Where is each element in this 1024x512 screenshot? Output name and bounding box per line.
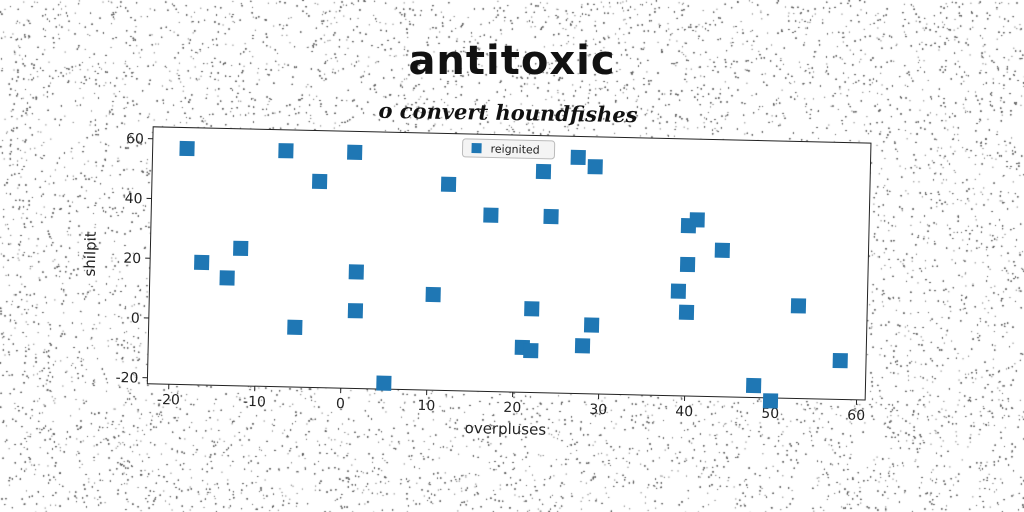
data-point (426, 287, 441, 302)
data-point (219, 270, 234, 285)
data-point (588, 159, 603, 174)
y-tick-label: 0 (131, 311, 140, 327)
data-point (543, 209, 558, 224)
data-point (575, 338, 590, 353)
data-point (681, 218, 696, 233)
data-point (233, 241, 248, 256)
data-point (571, 150, 586, 165)
data-point (679, 305, 694, 320)
legend-label: reignited (490, 142, 539, 156)
data-point (584, 317, 599, 332)
data-point (746, 378, 761, 393)
data-point (348, 303, 363, 318)
data-point (524, 301, 539, 316)
data-point (312, 174, 327, 189)
data-point (441, 177, 456, 192)
x-tick-label: -20 (157, 392, 180, 409)
x-tick-label: 10 (417, 398, 435, 414)
data-point (194, 255, 209, 270)
data-point (680, 257, 695, 272)
x-axis-label: overpluses (464, 419, 546, 439)
plot-area (147, 127, 871, 400)
data-point (347, 145, 362, 160)
data-point (287, 320, 302, 335)
data-point (349, 264, 364, 279)
data-point (715, 243, 730, 258)
y-tick-label: 60 (126, 131, 144, 147)
data-point (483, 208, 498, 223)
x-tick-label: 60 (847, 408, 865, 424)
y-axis: -20 0 20 40 60 (115, 131, 153, 387)
y-tick-label: 40 (125, 191, 143, 207)
data-point (833, 353, 848, 368)
data-point (278, 143, 293, 158)
legend-marker (471, 143, 481, 153)
y-tick-label: 20 (123, 251, 141, 267)
x-tick-label: 20 (503, 400, 521, 416)
data-point (523, 343, 538, 358)
data-point (763, 393, 778, 408)
x-tick-label: 0 (336, 396, 345, 412)
data-point (179, 141, 194, 156)
legend: reignited (462, 139, 554, 159)
x-tick-label: 30 (589, 402, 607, 418)
data-point (376, 375, 391, 390)
data-point (536, 164, 551, 179)
x-tick-label: 40 (675, 404, 693, 420)
y-axis-label: shilpit (81, 231, 100, 277)
data-point (791, 298, 806, 313)
y-tick-label: -20 (115, 370, 138, 387)
data-point (671, 284, 686, 299)
x-tick-label: -10 (243, 394, 266, 411)
